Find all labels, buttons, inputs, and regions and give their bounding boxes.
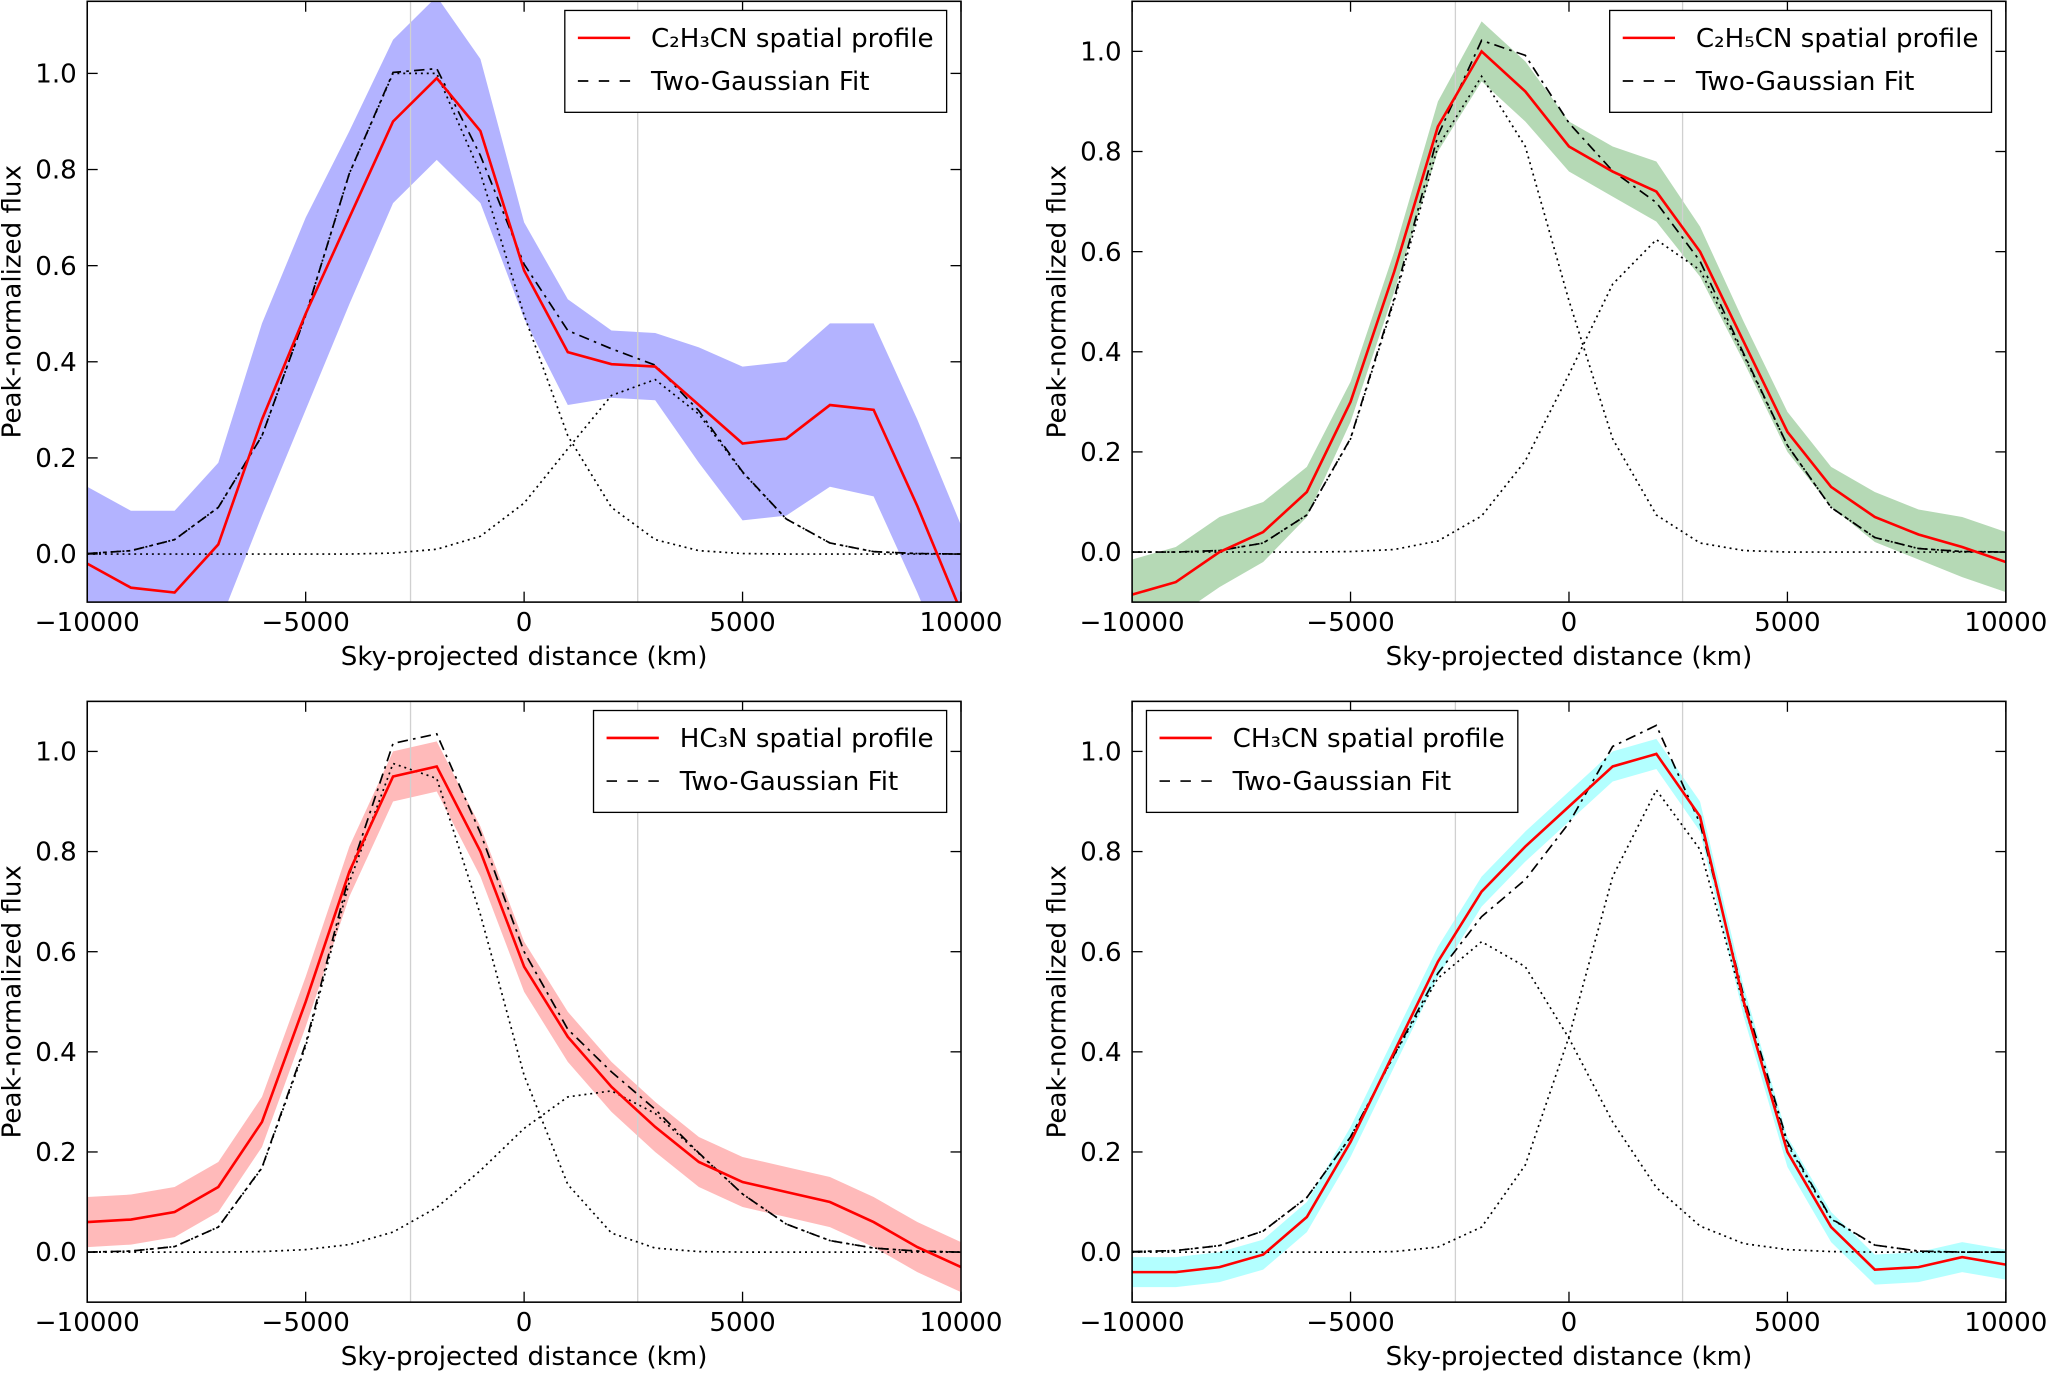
legend: C₂H₅CN spatial profile Two-Gaussian Fit <box>1609 9 1993 113</box>
x-tick-label: 10000 <box>919 1308 1002 1338</box>
y-tick-label: 1.0 <box>1080 38 1122 68</box>
legend: HC₃N spatial profile Two-Gaussian Fit <box>592 709 948 814</box>
subplot: 0.0 0.2 0.4 0.6 0.8 1.0 −10000 −5000 0 5000 10000 S… <box>0 700 1003 1372</box>
error-band <box>87 741 962 1293</box>
legend-frame <box>564 9 948 113</box>
x-tick-label: −5000 <box>1306 608 1394 638</box>
x-tick-label: 10000 <box>919 608 1002 638</box>
fit-line <box>87 732 962 1253</box>
x-tick-label: −5000 <box>1306 1308 1394 1338</box>
y-axis-label: Peak-normalized flux <box>0 865 28 1138</box>
subplot: 0.0 0.2 0.4 0.6 0.8 1.0 −10000 −5000 0 5000 10000 S… <box>1042 0 2047 672</box>
y-tick-label: 0.0 <box>1080 1238 1122 1268</box>
profile-line <box>87 764 962 1269</box>
legend-label: CH₃CN spatial profile <box>1233 724 1505 754</box>
x-tick-label: 10000 <box>1964 608 2047 638</box>
legend-label: Two-Gaussian Fit <box>1695 67 1915 97</box>
component-line <box>1132 74 2006 553</box>
y-tick-label: 0.8 <box>35 838 77 868</box>
y-tick-label: 0.2 <box>1080 1138 1122 1168</box>
y-tick-label: 0.2 <box>35 444 77 474</box>
y-tick-label: 0.0 <box>1080 538 1122 568</box>
x-tick-label: 0 <box>516 1308 533 1338</box>
x-axis-label: Sky-projected distance (km) <box>341 1342 708 1372</box>
error-band <box>1132 21 2006 603</box>
x-axis-label: Sky-projected distance (km) <box>1386 1342 1753 1372</box>
x-tick-label: 0 <box>1561 608 1578 638</box>
legend-label: C₂H₅CN spatial profile <box>1696 24 1979 54</box>
plot-area <box>87 1 962 603</box>
y-tick-label: 1.0 <box>35 738 77 768</box>
y-tick-label: 0.6 <box>1080 238 1122 268</box>
x-tick-label: −10000 <box>35 608 140 638</box>
legend: CH₃CN spatial profile Two-Gaussian Fit <box>1145 709 1519 814</box>
x-tick-label: −10000 <box>1080 608 1185 638</box>
x-tick-label: 5000 <box>709 608 775 638</box>
x-tick-label: 10000 <box>1964 1308 2047 1338</box>
x-tick-label: 5000 <box>1754 1308 1820 1338</box>
y-tick-label: 0.0 <box>35 1238 77 1268</box>
x-tick-label: −10000 <box>1080 1308 1185 1338</box>
y-tick-label: 0.2 <box>1080 438 1122 468</box>
legend-label: C₂H₃CN spatial profile <box>651 24 934 54</box>
legend: C₂H₃CN spatial profile Two-Gaussian Fit <box>564 9 948 113</box>
legend-label: HC₃N spatial profile <box>680 724 934 754</box>
y-tick-label: 0.0 <box>35 540 77 570</box>
x-axis-label: Sky-projected distance (km) <box>341 642 708 672</box>
x-tick-label: 0 <box>516 608 533 638</box>
x-tick-label: −10000 <box>35 1308 140 1338</box>
y-axis-label: Peak-normalized flux <box>0 165 28 438</box>
y-tick-label: 0.4 <box>1080 1038 1122 1068</box>
legend-frame <box>1145 709 1519 814</box>
x-tick-label: 5000 <box>709 1308 775 1338</box>
plot-area <box>87 701 962 1303</box>
error-band <box>87 1 962 603</box>
subplot: 0.0 0.2 0.4 0.6 0.8 1.0 −10000 −5000 0 5000 10000 S… <box>0 0 1003 672</box>
profile-line <box>87 76 959 603</box>
fit-line <box>1132 39 2006 553</box>
y-tick-label: 0.8 <box>35 156 77 186</box>
legend-label: Two-Gaussian Fit <box>1232 767 1452 797</box>
legend-label: Two-Gaussian Fit <box>679 767 899 797</box>
legend-frame <box>1609 9 1993 113</box>
y-tick-label: 1.0 <box>35 60 77 90</box>
x-axis-label: Sky-projected distance (km) <box>1386 642 1753 672</box>
x-tick-label: −5000 <box>262 608 350 638</box>
x-tick-label: 5000 <box>1754 608 1820 638</box>
y-axis-label: Peak-normalized flux <box>1042 865 1072 1138</box>
subplot: 0.0 0.2 0.4 0.6 0.8 1.0 −10000 −5000 0 5000 10000 S… <box>1042 700 2047 1372</box>
legend-frame <box>592 709 948 814</box>
y-tick-label: 0.6 <box>35 938 77 968</box>
y-tick-label: 0.4 <box>35 1038 77 1068</box>
component-line <box>1132 940 2006 1253</box>
y-tick-label: 0.8 <box>1080 838 1122 868</box>
profile-line <box>1132 752 2006 1274</box>
y-tick-label: 1.0 <box>1080 738 1122 768</box>
y-tick-label: 0.6 <box>1080 938 1122 968</box>
component-line <box>87 762 962 1253</box>
y-tick-label: 0.8 <box>1080 138 1122 168</box>
profile-line <box>1132 49 2006 596</box>
y-tick-label: 0.4 <box>1080 338 1122 368</box>
y-axis-label: Peak-normalized flux <box>1042 165 1072 438</box>
fit-line <box>1132 724 2006 1253</box>
component-line <box>1132 788 2006 1253</box>
plot-area <box>1132 1 2006 603</box>
y-tick-label: 0.6 <box>35 252 77 282</box>
x-tick-label: −5000 <box>262 1308 350 1338</box>
y-tick-label: 0.4 <box>35 348 77 378</box>
y-tick-label: 0.2 <box>35 1138 77 1168</box>
fit-line <box>87 67 962 555</box>
legend-label: Two-Gaussian Fit <box>650 67 870 97</box>
x-tick-label: 0 <box>1561 1308 1578 1338</box>
